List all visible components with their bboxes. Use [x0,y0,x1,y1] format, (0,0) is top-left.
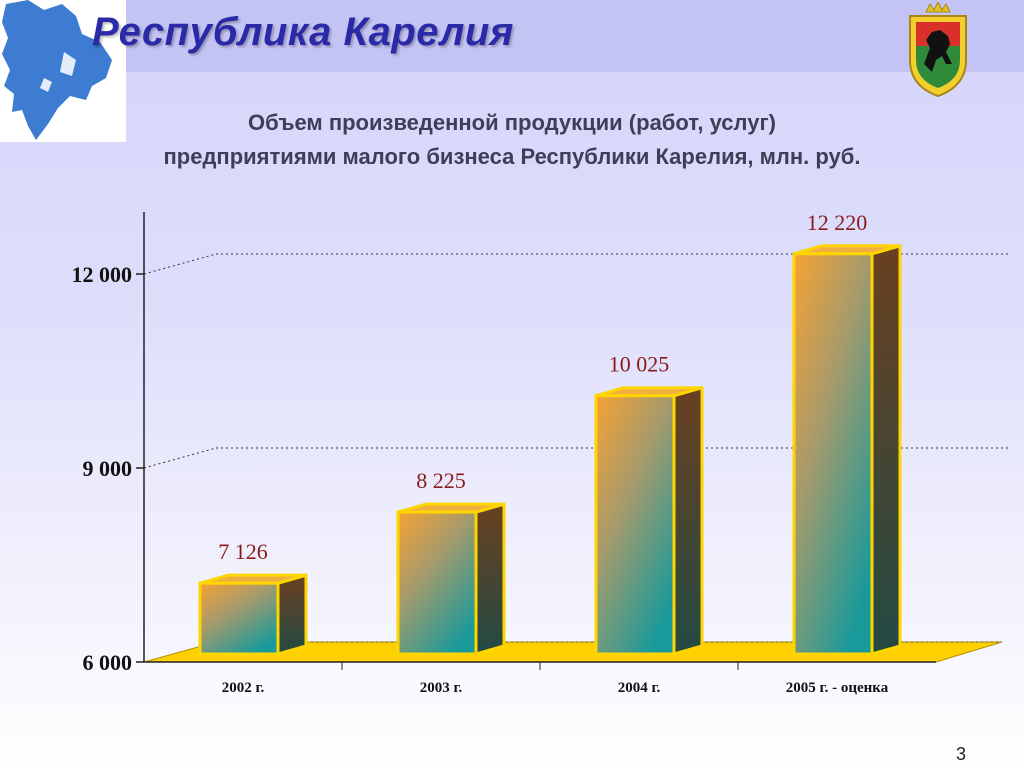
y-tick-label: 6 000 [83,650,133,675]
bar-value-label: 8 225 [416,468,466,493]
bar-side [474,502,506,656]
bar-side [276,573,308,656]
bar-front [792,252,874,656]
chart-title-line-2: предприятиями малого бизнеса Республики … [163,144,861,169]
bar-3 [594,386,704,656]
bar-front [594,394,676,656]
slide-title: Республика Карелия [92,10,514,54]
bar-1 [198,573,308,656]
x-tick-label: 2002 г. [222,680,265,696]
bar-side [672,386,704,656]
chart-title-line-1: Объем произведенной продукции (работ, ус… [248,110,776,135]
bar-front [198,581,280,656]
bar-side [870,244,902,656]
bar-front [396,510,478,656]
coat-of-arms-icon [904,0,972,98]
bar-value-label: 7 126 [218,539,268,564]
grid-diagonal [143,253,217,275]
bar-4 [792,244,902,656]
chart-title: Объем произведенной продукции (работ, ус… [40,106,984,174]
karelia-map-icon [0,0,126,142]
x-tick-label: 2003 г. [420,680,463,696]
grid-diagonal [143,447,217,469]
y-tick-label: 12 000 [72,262,133,287]
bar-value-label: 12 220 [807,210,868,235]
y-tick-label: 9 000 [83,456,133,481]
page-number: 3 [955,744,966,764]
bar-2 [396,502,506,656]
x-tick-label: 2004 г. [618,680,661,696]
x-tick-label: 2005 г. - оценка [786,680,889,696]
header-band [0,0,1024,72]
bar-value-label: 10 025 [609,352,670,377]
